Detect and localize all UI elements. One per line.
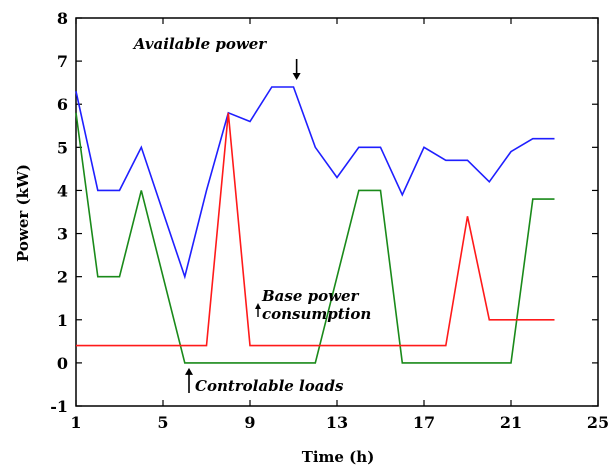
y-tick-label: 2	[57, 268, 68, 287]
y-tick-label: 6	[57, 95, 68, 114]
plot-frame-group	[75, 17, 599, 407]
y-axis-title: Power (kW)	[14, 164, 32, 262]
y-tick-label: 3	[57, 225, 68, 244]
x-tick-label: 5	[157, 413, 168, 432]
x-tick-label: 25	[587, 413, 609, 432]
axis-titles-group: Time (h) Power (kW)	[14, 164, 374, 466]
annotation-arrowhead-controllable	[185, 367, 193, 375]
series-line-available	[75, 86, 555, 280]
series-line-base	[76, 112, 555, 347]
annotation-controllable-loads: Controlable loads	[195, 377, 344, 395]
x-tick-label: 1	[70, 413, 81, 432]
x-tick-label: 17	[413, 413, 435, 432]
x-axis-title: Time (h)	[302, 448, 375, 466]
y-tick-label: 5	[57, 138, 68, 157]
ticks-group: 1 5 9 13 17 21 25 -1 0 1 2 3 4 5 6 7 8	[50, 9, 609, 432]
y-tick-label: -1	[50, 397, 68, 416]
annotation-available-power: Available power	[132, 35, 267, 53]
annotation-base-power-line1: Base power	[261, 287, 360, 305]
series-line-controllable	[75, 112, 555, 364]
annotation-arrowhead-available	[292, 72, 301, 80]
y-tick-label: 4	[57, 181, 68, 200]
y-tick-label: 1	[57, 311, 68, 330]
series-group	[75, 86, 555, 364]
x-tick-label: 9	[244, 413, 255, 432]
annotation-base-power-line2: consumption	[262, 305, 371, 323]
y-tick-label: 8	[57, 9, 68, 28]
x-tick-label: 13	[326, 413, 348, 432]
y-tick-label: 7	[57, 52, 68, 71]
plot-frame	[75, 17, 599, 407]
y-tick-label: 0	[57, 354, 68, 373]
annotation-arrowhead-base	[255, 303, 261, 309]
x-tick-label: 21	[500, 413, 522, 432]
